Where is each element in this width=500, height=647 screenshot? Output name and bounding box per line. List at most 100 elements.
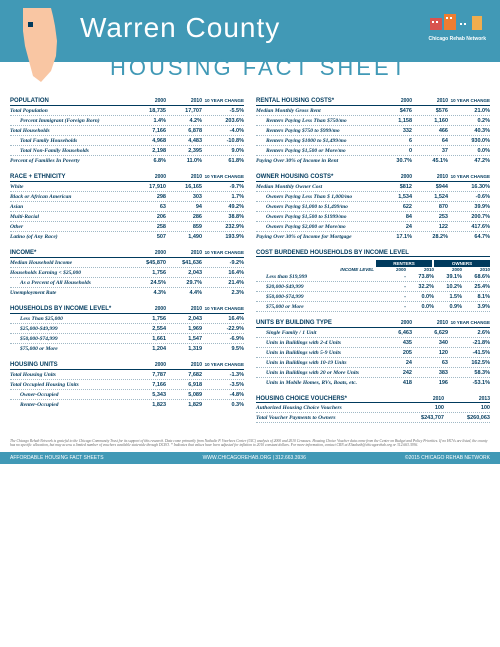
row-label: Total Households: [10, 128, 130, 134]
val-2010: 2,043: [166, 270, 202, 276]
val-2010: 122: [412, 224, 448, 230]
cb-value: 8.1%: [462, 294, 490, 300]
val-change: 16.4%: [202, 316, 244, 322]
table-row: Total Households 7,166 6,878 -4.0%: [10, 126, 244, 136]
section-population: POPULATION 2000 2010 10 YEAR CHANGETotal…: [10, 98, 244, 166]
row-label: Paying Over 30% of Income for Mortgage: [256, 234, 376, 240]
val-change: 200.7%: [448, 214, 490, 220]
cb-value: 0.0%: [406, 294, 434, 300]
col-y1: 2010: [398, 396, 444, 402]
table-row: Units in Buildings with 20 or More Units…: [256, 368, 490, 378]
table-row: Renters Paying Less Than $750/mo 1,158 1…: [256, 116, 490, 126]
left-column: POPULATION 2000 2010 10 YEAR CHANGETotal…: [10, 98, 244, 431]
val-2010: 383: [412, 370, 448, 376]
section-cost-burden: COST BURDENED HOUSEHOLDS BY INCOME LEVEL…: [256, 250, 490, 312]
row-label: Percent Immigrant (Foreign Born): [10, 118, 130, 124]
col-y1: 2000: [130, 306, 166, 312]
val-change: -4.0%: [202, 128, 244, 134]
row-label: Owners Paying $1,000 to $1,499/mo: [256, 204, 376, 210]
val-change: 47.2%: [448, 158, 490, 164]
table-row: Median Monthly Owner Cost $812 $944 16.3…: [256, 182, 490, 192]
state-icon: [10, 6, 72, 86]
col-change: 10 YEAR CHANGE: [202, 306, 244, 312]
val-2000: 1,823: [130, 402, 166, 408]
val-2000: $812: [376, 184, 412, 190]
row-label: Households Earning < $25,000: [10, 270, 130, 276]
val-change: 40.3%: [448, 128, 490, 134]
val-2010: 286: [166, 214, 202, 220]
page: Warren County HOUSING FACT SHEET Chicago…: [0, 0, 500, 464]
section-housing-units: HOUSING UNITS 2000 2010 10 YEAR CHANGETo…: [10, 362, 244, 410]
val-2010: 7,682: [166, 372, 202, 378]
table-row: $50,000-$74,999 1,661 1,547 -6.9%: [10, 334, 244, 344]
table-row: As a Percent of All Households 24.5% 29.…: [10, 278, 244, 288]
section-race: RACE + ETHNICITY 2000 2010 10 YEAR CHANG…: [10, 174, 244, 242]
col-y1: 2000: [376, 174, 412, 180]
table-row: Latino (of Any Race) 507 1,490 193.9%: [10, 232, 244, 242]
val-2010: 1,547: [166, 336, 202, 342]
row-label: Units in Mobile Homes, RVs, Boats, etc.: [256, 380, 376, 386]
val-change: 39.9%: [448, 204, 490, 210]
row-label: $25,000-$49,999: [10, 326, 130, 332]
group-renters: RENTERS: [376, 260, 432, 267]
val-2000: $45,870: [130, 260, 166, 266]
cb-value: 32.2%: [406, 284, 434, 290]
table-row: $50,000-$74,999-0.0%1.5%8.1%: [256, 292, 490, 302]
val-2000: 1,661: [130, 336, 166, 342]
val-change: 9.5%: [202, 346, 244, 352]
row-label: Renter-Occupied: [10, 402, 130, 408]
table-row: Paying Over 30% of Income in Rent 30.7% …: [256, 156, 490, 166]
row-label: $50,000-$74,999: [10, 336, 130, 342]
val-2000: 507: [130, 234, 166, 240]
val-change: 49.2%: [202, 204, 244, 210]
row-label: Total Occupied Housing Units: [10, 382, 130, 388]
cb-value: 3.9%: [462, 304, 490, 310]
val-2010: 1,319: [166, 346, 202, 352]
col-y1: 2000: [130, 362, 166, 368]
val-2010: 5,089: [166, 392, 202, 398]
row-label: Total Family Households: [10, 138, 130, 144]
val-change: -21.8%: [448, 340, 490, 346]
col-y1: 2000: [130, 250, 166, 256]
val-2010: 6,918: [166, 382, 202, 388]
footer-right: ©2015 CHICAGO REHAB NETWORK: [405, 455, 490, 461]
cb-value: 39.1%: [434, 274, 462, 280]
footer-left: AFFORDABLE HOUSING FACT SHEETS: [10, 455, 104, 461]
val-2010: 1,524: [412, 194, 448, 200]
val-2000: 24: [376, 360, 412, 366]
row-label: Median Monthly Owner Cost: [256, 184, 376, 190]
section-owner-costs: OWNER HOUSING COSTS* 2000 2010 10 YEAR C…: [256, 174, 490, 242]
row-label: Total Housing Units: [10, 372, 130, 378]
cb-year: 2000: [378, 267, 406, 272]
val-2010: 253: [412, 214, 448, 220]
row-label: Paying Over 30% of Income in Rent: [256, 158, 376, 164]
row-label: Owner-Occupied: [10, 392, 130, 398]
row-label: Latino (of Any Race): [10, 234, 130, 240]
col-change: 10 YEAR CHANGE: [448, 98, 490, 104]
footer-center: WWW.CHICAGOREHAB.ORG | 312.663.3936: [203, 455, 306, 461]
col-change: 10 YEAR CHANGE: [202, 250, 244, 256]
val-2000: 2,198: [130, 148, 166, 154]
page-title: Warren County: [80, 12, 280, 44]
section-households-income: HOUSEHOLDS BY INCOME LEVEL* 2000 2010 10…: [10, 306, 244, 354]
table-row: Asian 63 94 49.2%: [10, 202, 244, 212]
row-label: Authorized Housing Choice Vouchers: [256, 405, 398, 411]
val-2000: 242: [376, 370, 412, 376]
row-label: Less Than $25,000: [10, 316, 130, 322]
val-2010: $576: [412, 108, 448, 114]
col-y2: 2010: [166, 362, 202, 368]
content: POPULATION 2000 2010 10 YEAR CHANGETotal…: [0, 92, 500, 435]
val-2000: $476: [376, 108, 412, 114]
val-change: -0.6%: [448, 194, 490, 200]
val-change: 930.0%: [448, 138, 490, 144]
val-2000: 332: [376, 128, 412, 134]
table-row: Total Family Households 4,968 4,483 -10.…: [10, 136, 244, 146]
col-y1: 2000: [130, 98, 166, 104]
table-row: $75,000 or More 1,204 1,319 9.5%: [10, 344, 244, 354]
table-row: Units in Buildings with 10-19 Units 24 6…: [256, 358, 490, 368]
footer-note: The Chicago Rehab Network is grateful to…: [0, 435, 500, 452]
val-2010: 29.7%: [166, 280, 202, 286]
val-2010: 870: [412, 204, 448, 210]
row-label: Owners Paying $2,000 or More/mo: [256, 224, 376, 230]
val-2000: 6: [376, 138, 412, 144]
